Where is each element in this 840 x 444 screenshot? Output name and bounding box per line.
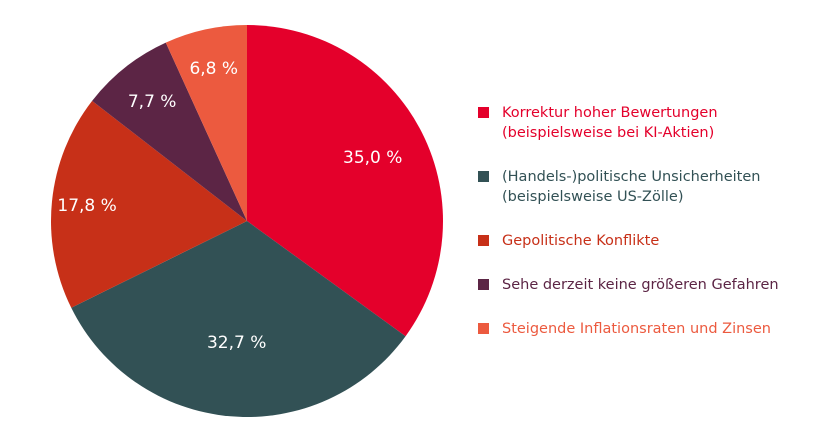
legend-swatch [478, 171, 489, 182]
legend-item: Sehe derzeit keine größeren Gefahren [478, 275, 779, 295]
pie-slice [71, 221, 406, 417]
pie-slice [247, 25, 443, 337]
pie-slice [92, 42, 248, 221]
slice-data-label: 6,8 % [189, 59, 238, 79]
legend-item: (Handels-)politische Unsicherheiten (bei… [478, 167, 760, 207]
legend-swatch [478, 107, 489, 118]
legend-swatch [478, 279, 489, 290]
slice-data-label: 7,7 % [128, 92, 177, 112]
legend-label: Korrektur hoher Bewertungen (beispielswe… [502, 105, 718, 141]
legend-swatch [478, 235, 489, 246]
legend-label: Steigende Inflationsraten und Zinsen [502, 321, 771, 337]
legend-item: Korrektur hoher Bewertungen (beispielswe… [478, 103, 718, 143]
slice-data-label: 35,0 % [343, 148, 402, 168]
slice-data-label: 32,7 % [207, 333, 266, 353]
pie-slice [50, 100, 247, 308]
slice-data-label: 17,8 % [57, 196, 116, 216]
legend-label: Sehe derzeit keine größeren Gefahren [502, 277, 779, 293]
pie-slice [165, 25, 247, 221]
legend-item: Steigende Inflationsraten und Zinsen [478, 319, 771, 339]
legend-item: Gepolitische Konflikte [478, 231, 659, 251]
legend-label: Gepolitische Konflikte [502, 233, 660, 249]
legend-label: (Handels-)politische Unsicherheiten (bei… [502, 169, 761, 205]
legend-swatch [478, 323, 489, 334]
